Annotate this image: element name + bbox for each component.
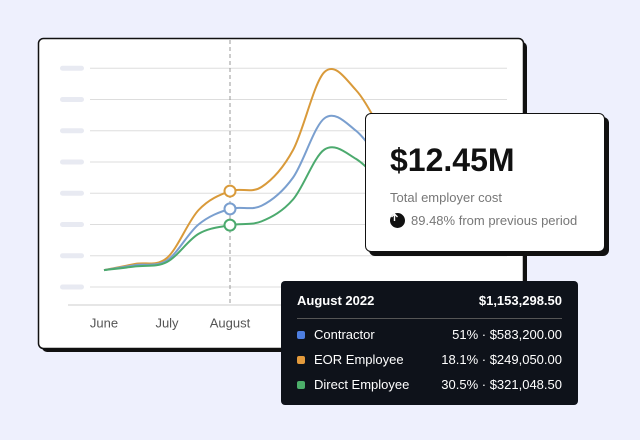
- change-text: 89.48% from previous period: [411, 213, 578, 228]
- highlight-marker: [223, 202, 237, 216]
- row-detail: 51% · $583,200.00: [452, 327, 562, 342]
- tooltip-total: $1,153,298.50: [478, 293, 562, 308]
- row-name: EOR Employee: [314, 352, 404, 367]
- tooltip-row: EOR Employee 18.1% · $249,050.00: [297, 352, 562, 367]
- summary-card: $12.45M Total employer cost 89.48% from …: [365, 113, 605, 252]
- tooltip-row: Direct Employee 30.5% · $321,048.50: [297, 377, 562, 392]
- row-detail: 30.5% · $321,048.50: [441, 377, 562, 392]
- highlight-marker: [223, 184, 237, 198]
- tooltip-title: August 2022: [297, 293, 375, 308]
- row-name: Contractor: [314, 327, 375, 342]
- y-tick-placeholder: [60, 159, 84, 165]
- y-tick-placeholder: [60, 97, 84, 102]
- row-name: Direct Employee: [314, 377, 410, 392]
- tooltip-header: August 2022 $1,153,298.50: [297, 293, 562, 319]
- x-tick-label: June: [90, 315, 118, 330]
- total-value: $12.45M: [390, 142, 515, 178]
- tooltip: August 2022 $1,153,298.50 Contractor 51% …: [281, 281, 578, 405]
- y-tick-placeholder: [60, 128, 84, 134]
- x-tick-label: July: [155, 315, 179, 330]
- total-label: Total employer cost: [390, 190, 502, 205]
- change: 89.48% from previous period: [390, 213, 577, 228]
- y-tick-placeholder: [60, 65, 84, 71]
- legend-swatch: [297, 380, 305, 389]
- highlight-marker: [223, 218, 237, 232]
- y-tick-placeholder: [60, 190, 84, 196]
- tooltip-row: Contractor 51% · $583,200.00: [297, 327, 562, 342]
- y-tick-placeholder: [60, 284, 84, 290]
- row-detail: 18.1% · $249,050.00: [441, 352, 562, 367]
- y-tick-placeholder: [60, 253, 84, 259]
- x-tick-label: August: [210, 315, 251, 330]
- legend-swatch: [297, 330, 305, 339]
- arrow-icon: [390, 213, 405, 228]
- y-tick-placeholder: [60, 222, 84, 227]
- legend-swatch: [297, 355, 305, 364]
